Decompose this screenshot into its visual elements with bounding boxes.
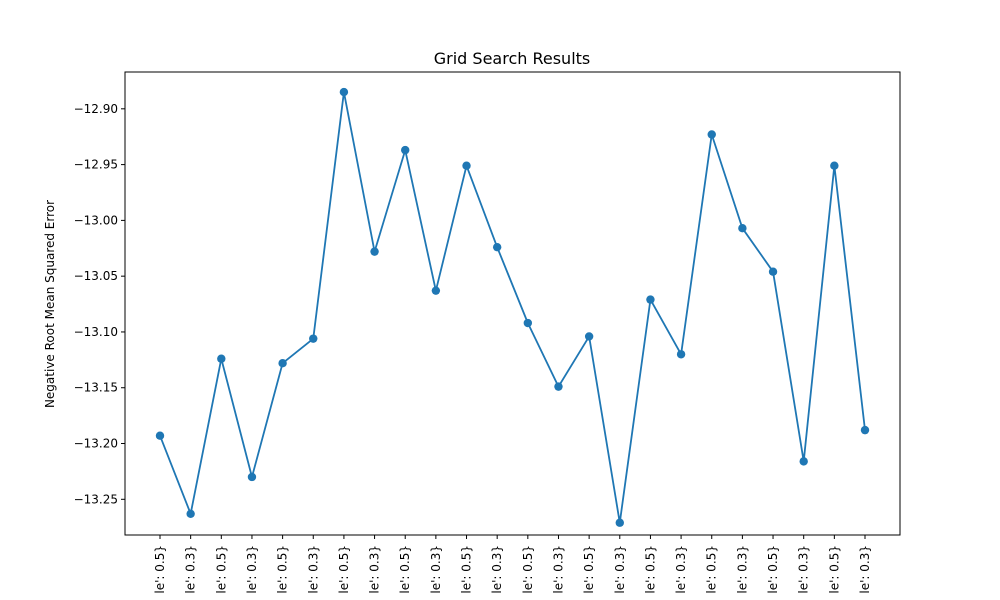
data-point	[830, 161, 839, 170]
x-tick-label: le': 0.3}	[184, 545, 198, 594]
data-point	[462, 161, 471, 170]
x-tick-label: le': 0.5}	[521, 545, 535, 594]
data-point	[738, 223, 747, 233]
y-tick-label: −13.20	[74, 437, 118, 451]
y-tick-label: −13.25	[74, 492, 118, 506]
y-axis-label: Negative Root Mean Squared Error	[43, 200, 57, 408]
data-point	[278, 358, 287, 368]
data-point	[431, 286, 441, 295]
x-tick-label: le': 0.5}	[276, 545, 290, 594]
x-tick-label: le': 0.5}	[827, 545, 841, 594]
data-point	[554, 382, 563, 391]
data-point	[247, 472, 257, 482]
data-point	[370, 247, 379, 256]
data-point	[799, 457, 808, 466]
x-tick-label: le': 0.5}	[398, 545, 412, 594]
y-tick-label: −13.10	[74, 325, 118, 339]
y-tick-label: −13.00	[74, 213, 118, 227]
data-point	[217, 354, 226, 363]
x-tick-label: le': 0.5}	[766, 545, 780, 594]
x-tick-label: le': 0.3}	[429, 545, 443, 594]
x-tick-label: le': 0.3}	[858, 545, 872, 594]
x-tick-label: le': 0.3}	[551, 545, 565, 594]
x-tick-label: le': 0.5}	[153, 545, 167, 594]
chart-title: Grid Search Results	[434, 49, 591, 68]
x-tick-label: le': 0.3}	[306, 545, 320, 594]
plot-area	[155, 87, 870, 527]
data-point	[492, 242, 502, 252]
y-tick-label: −13.05	[74, 269, 118, 283]
data-point	[768, 267, 778, 276]
data-point	[339, 87, 349, 97]
data-point	[676, 350, 686, 359]
data-point	[401, 145, 410, 155]
x-tick-label: le': 0.5}	[337, 545, 351, 594]
x-tick-label: le': 0.5}	[460, 545, 474, 594]
axes-frame	[124, 71, 901, 536]
data-point	[186, 509, 195, 519]
y-tick-label: −12.95	[74, 158, 118, 172]
data-point	[707, 130, 716, 139]
x-axis: le': 0.5} le': 0.3} le': 0.5} le': 0.3} le':…	[153, 535, 872, 594]
data-point	[309, 334, 318, 343]
x-tick-label: le': 0.3}	[245, 545, 259, 594]
x-tick-label: le': 0.5}	[582, 545, 596, 594]
x-tick-label: le': 0.5}	[214, 545, 228, 594]
y-tick-label: −13.15	[74, 381, 118, 395]
x-tick-label: le': 0.3}	[613, 545, 627, 594]
x-tick-label: le': 0.3}	[797, 545, 811, 594]
data-point	[523, 318, 533, 328]
series-line	[159, 91, 866, 524]
data-point	[646, 295, 655, 304]
data-point	[860, 425, 870, 435]
x-tick-label: le': 0.5}	[643, 545, 657, 594]
x-tick-label: le': 0.5}	[705, 545, 719, 594]
x-tick-label: le': 0.3}	[490, 545, 504, 594]
data-point	[155, 431, 165, 440]
x-tick-label: le': 0.3}	[368, 545, 382, 594]
x-tick-label: le': 0.3}	[735, 545, 749, 594]
y-tick-label: −12.90	[74, 102, 118, 116]
x-tick-label: le': 0.3}	[674, 545, 688, 594]
data-point	[584, 332, 594, 341]
data-point	[615, 518, 624, 527]
y-axis: −12.90 −12.95 −13.00 −13.05 −13.10 −13.15 −13.…	[74, 102, 125, 506]
